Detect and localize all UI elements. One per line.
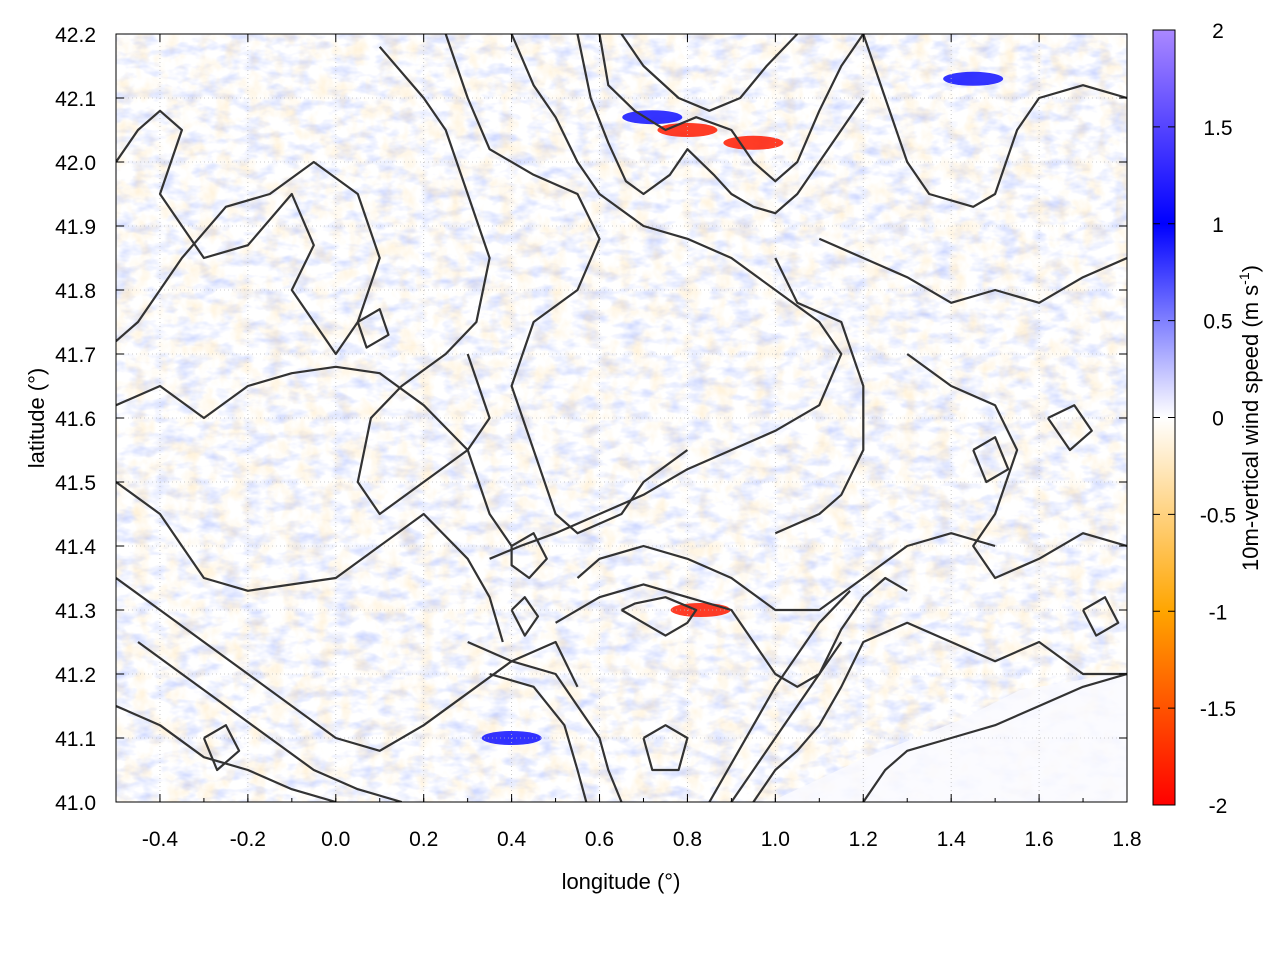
colorbar-label: 10m-vertical wind speed (m s-1) [1236, 265, 1263, 571]
contour-line [510, 532, 548, 580]
y-tick-label: 41.4 [55, 536, 96, 559]
contour-line [576, 532, 996, 612]
colorbar-tick-label: 0 [1212, 408, 1224, 431]
sea-area [770, 670, 1127, 802]
contour-line [489, 672, 588, 802]
x-tick-label: 1.8 [1112, 828, 1141, 851]
y-tick-label: 42.1 [55, 88, 96, 111]
contour-line [972, 436, 1010, 484]
contour-line [752, 621, 1127, 802]
x-tick-label: -0.2 [230, 828, 266, 851]
grid-lines [116, 34, 1127, 802]
contour-line [116, 481, 504, 643]
heatmap-feature-strong-downdraft [622, 110, 683, 125]
x-tick-label: 1.2 [849, 828, 878, 851]
colorbar-tick-label: 1.5 [1203, 117, 1232, 140]
heatmap-field-orange [116, 34, 1127, 802]
plot-area: -0.4 -0.2 0.0 0.2 0.4 0.6 0.8 1.0 1.2 1.4 1.6 1.8 4… [55, 24, 1141, 851]
contour-line [576, 34, 865, 215]
y-tick-label: 41.2 [55, 664, 96, 687]
contour-line [356, 46, 491, 516]
x-tick-label: 0.0 [321, 828, 350, 851]
contour-line [444, 34, 689, 535]
contour-line [116, 365, 513, 547]
contour-line [467, 640, 623, 802]
x-tick-label: 0.4 [497, 828, 527, 851]
contour-line [116, 577, 579, 752]
colorbar-tick-label: -2 [1209, 795, 1228, 818]
colorbar-tick-label: -1.5 [1200, 698, 1236, 721]
contour-line [818, 237, 1127, 304]
colorbar: 2 1.5 1 0.5 0 -0.5 -1 -1.5 -2 10m-vertical wind … [1152, 20, 1263, 818]
y-tick-label: 41.9 [55, 216, 96, 239]
y-tick-label: 41.3 [55, 600, 96, 623]
colorbar-tick-label: 2 [1212, 20, 1224, 43]
y-tick-label: 41.1 [55, 728, 96, 751]
contour-line [774, 257, 865, 535]
contour-line [489, 34, 843, 560]
contour-line [1082, 596, 1120, 637]
x-tick-label: 0.8 [673, 828, 702, 851]
y-tick-label: 41.0 [55, 792, 96, 815]
y-tick-label: 42.0 [55, 152, 96, 175]
x-tick-label: 1.0 [761, 828, 790, 851]
contour-line [642, 724, 689, 772]
colorbar-tick-label: -0.5 [1200, 504, 1236, 527]
colorbar-label-main: 10m-vertical wind speed (m s [1238, 285, 1263, 571]
contour-line [708, 590, 851, 802]
x-tick-label: 0.6 [585, 828, 614, 851]
colorbar-tick-label: -1 [1209, 601, 1228, 624]
x-tick-label: -0.4 [142, 828, 179, 851]
contour-line [620, 596, 698, 637]
y-tick-label: 41.5 [55, 472, 96, 495]
y-tick-label: 41.8 [55, 280, 96, 303]
contour-line [730, 576, 908, 802]
contour-line [906, 353, 1127, 580]
x-tick-label: 1.6 [1024, 828, 1053, 851]
x-tick-label: 0.2 [409, 828, 438, 851]
x-tick-label: 1.4 [937, 828, 967, 851]
y-tick-label: 41.7 [55, 344, 96, 367]
contour-line [116, 109, 381, 356]
contour-line [137, 641, 403, 802]
y-axis-ticks: 41.0 41.1 41.2 41.3 41.4 41.5 41.6 41.7 41.8 41.9… [55, 24, 1127, 815]
contour-line [555, 583, 843, 688]
contour-line [1046, 404, 1093, 452]
contour-line [510, 596, 540, 637]
contour-line [620, 34, 799, 112]
heatmap-feature-strong-downdraft [943, 71, 1004, 86]
colorbar-tick-label: 1 [1212, 214, 1224, 237]
contour-line [862, 34, 1127, 208]
contour-line [356, 308, 390, 349]
x-axis-ticks: -0.4 -0.2 0.0 0.2 0.4 0.6 0.8 1.0 1.2 1.4 1.6 1.8 [115, 34, 1142, 851]
contour-line [598, 34, 865, 183]
y-tick-label: 41.6 [55, 408, 96, 431]
contour-line [202, 724, 241, 772]
y-axis-label: latitude (°) [24, 368, 49, 469]
colorbar-ticks: 2 1.5 1 0.5 0 -0.5 -1 -1.5 -2 [1153, 20, 1236, 818]
x-axis-label: longitude (°) [562, 869, 681, 894]
colorbar-label-sup: -1 [1236, 272, 1252, 285]
colorbar-tick-label: 0.5 [1203, 311, 1232, 334]
colorbar-label-tail: ) [1238, 265, 1263, 272]
heatmap-feature-strong-updraft [723, 135, 784, 150]
y-tick-label: 42.2 [55, 24, 96, 47]
terrain-contours [116, 34, 1127, 802]
contour-line [862, 672, 1127, 802]
